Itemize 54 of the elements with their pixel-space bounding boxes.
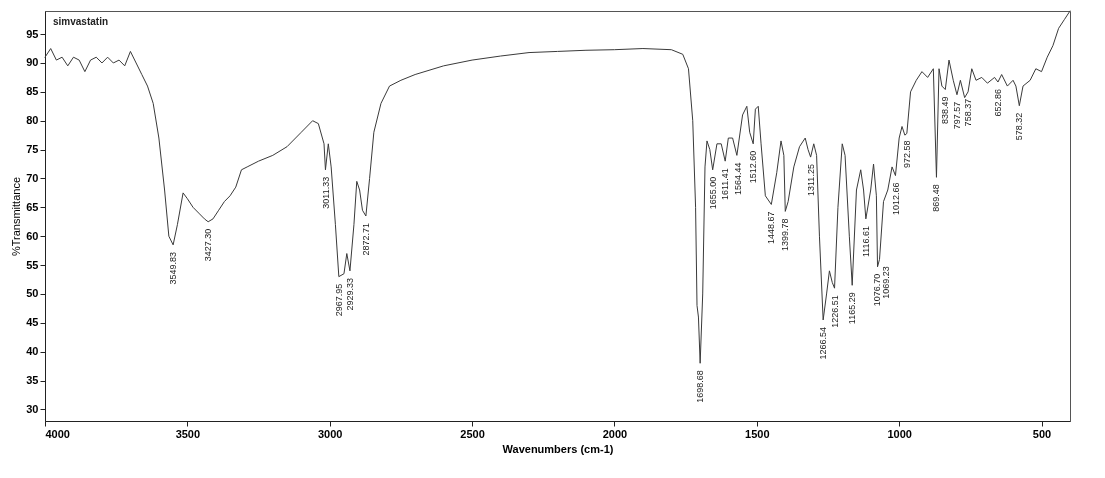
y-tick-label: 30 xyxy=(26,402,39,415)
line-series xyxy=(44,10,1071,364)
x-tick-label: 500 xyxy=(1032,427,1052,440)
annotation: 1226.51 xyxy=(829,295,840,328)
annotation: 1069.23 xyxy=(881,266,892,299)
y-tick-label: 40 xyxy=(26,345,39,358)
annotation: 1448.67 xyxy=(766,211,777,244)
annotation: 797.57 xyxy=(951,101,962,130)
y-tick-label: 80 xyxy=(26,114,39,127)
x-tick-label: 2500 xyxy=(460,427,485,440)
annotation: 1698.68 xyxy=(695,370,706,403)
x-tick-label: 3500 xyxy=(175,427,201,440)
y-tick-label: 55 xyxy=(26,258,39,271)
annotation: 972.58 xyxy=(901,140,912,168)
annotation: 1399.78 xyxy=(780,218,791,251)
annotation: 2967.95 xyxy=(333,283,344,317)
annotation: 3549.83 xyxy=(168,251,179,285)
annotation: 1076.70 xyxy=(872,273,883,307)
y-tick-label: 85 xyxy=(26,85,39,98)
y-tick-label: 70 xyxy=(26,171,39,184)
y-axis-title: %Transmittance xyxy=(10,176,23,257)
annotation: 1012.66 xyxy=(890,182,901,216)
y-tick-label: 60 xyxy=(26,229,39,242)
y-tick-label: 75 xyxy=(26,143,39,156)
x-tick-label: 1500 xyxy=(745,427,770,440)
annotation: 578.32 xyxy=(1014,112,1025,141)
x-tick-label: 2000 xyxy=(602,427,628,440)
annotation: 2872.71 xyxy=(360,223,371,256)
annotation: 1116.61 xyxy=(860,225,871,258)
annotation: 2929.33 xyxy=(344,277,355,311)
annotation: 1611.41 xyxy=(720,168,731,201)
y-tick-label: 50 xyxy=(26,287,39,300)
annotation: 869.48 xyxy=(931,184,942,212)
annotation: 1564.44 xyxy=(733,162,744,195)
annotation: 1266.54 xyxy=(818,326,829,360)
annotation: 1512.60 xyxy=(748,150,759,184)
annotation: 758.37 xyxy=(962,98,973,127)
y-tick-label: 65 xyxy=(26,200,39,213)
y-tick-label: 90 xyxy=(26,56,39,69)
annotation: 652.86 xyxy=(993,89,1004,117)
annotation: 3427.30 xyxy=(203,228,214,262)
annotation: 1165.29 xyxy=(847,292,858,325)
annotation: 838.49 xyxy=(940,96,951,125)
y-tick-label: 45 xyxy=(26,316,39,329)
x-tick-label: 1000 xyxy=(887,427,912,440)
x-tick-label: 4000 xyxy=(45,427,70,440)
annotation: simvastatin xyxy=(53,16,109,27)
x-tick-label: 3000 xyxy=(317,427,343,440)
annotation: 3011.33 xyxy=(321,176,332,209)
annotation: 1655.00 xyxy=(707,176,718,210)
y-tick-label: 35 xyxy=(26,374,39,387)
annotation: 1311.25 xyxy=(805,164,816,196)
x-axis-title: Wavenumbers (cm-1) xyxy=(502,442,614,455)
y-tick-label: 95 xyxy=(26,27,39,40)
